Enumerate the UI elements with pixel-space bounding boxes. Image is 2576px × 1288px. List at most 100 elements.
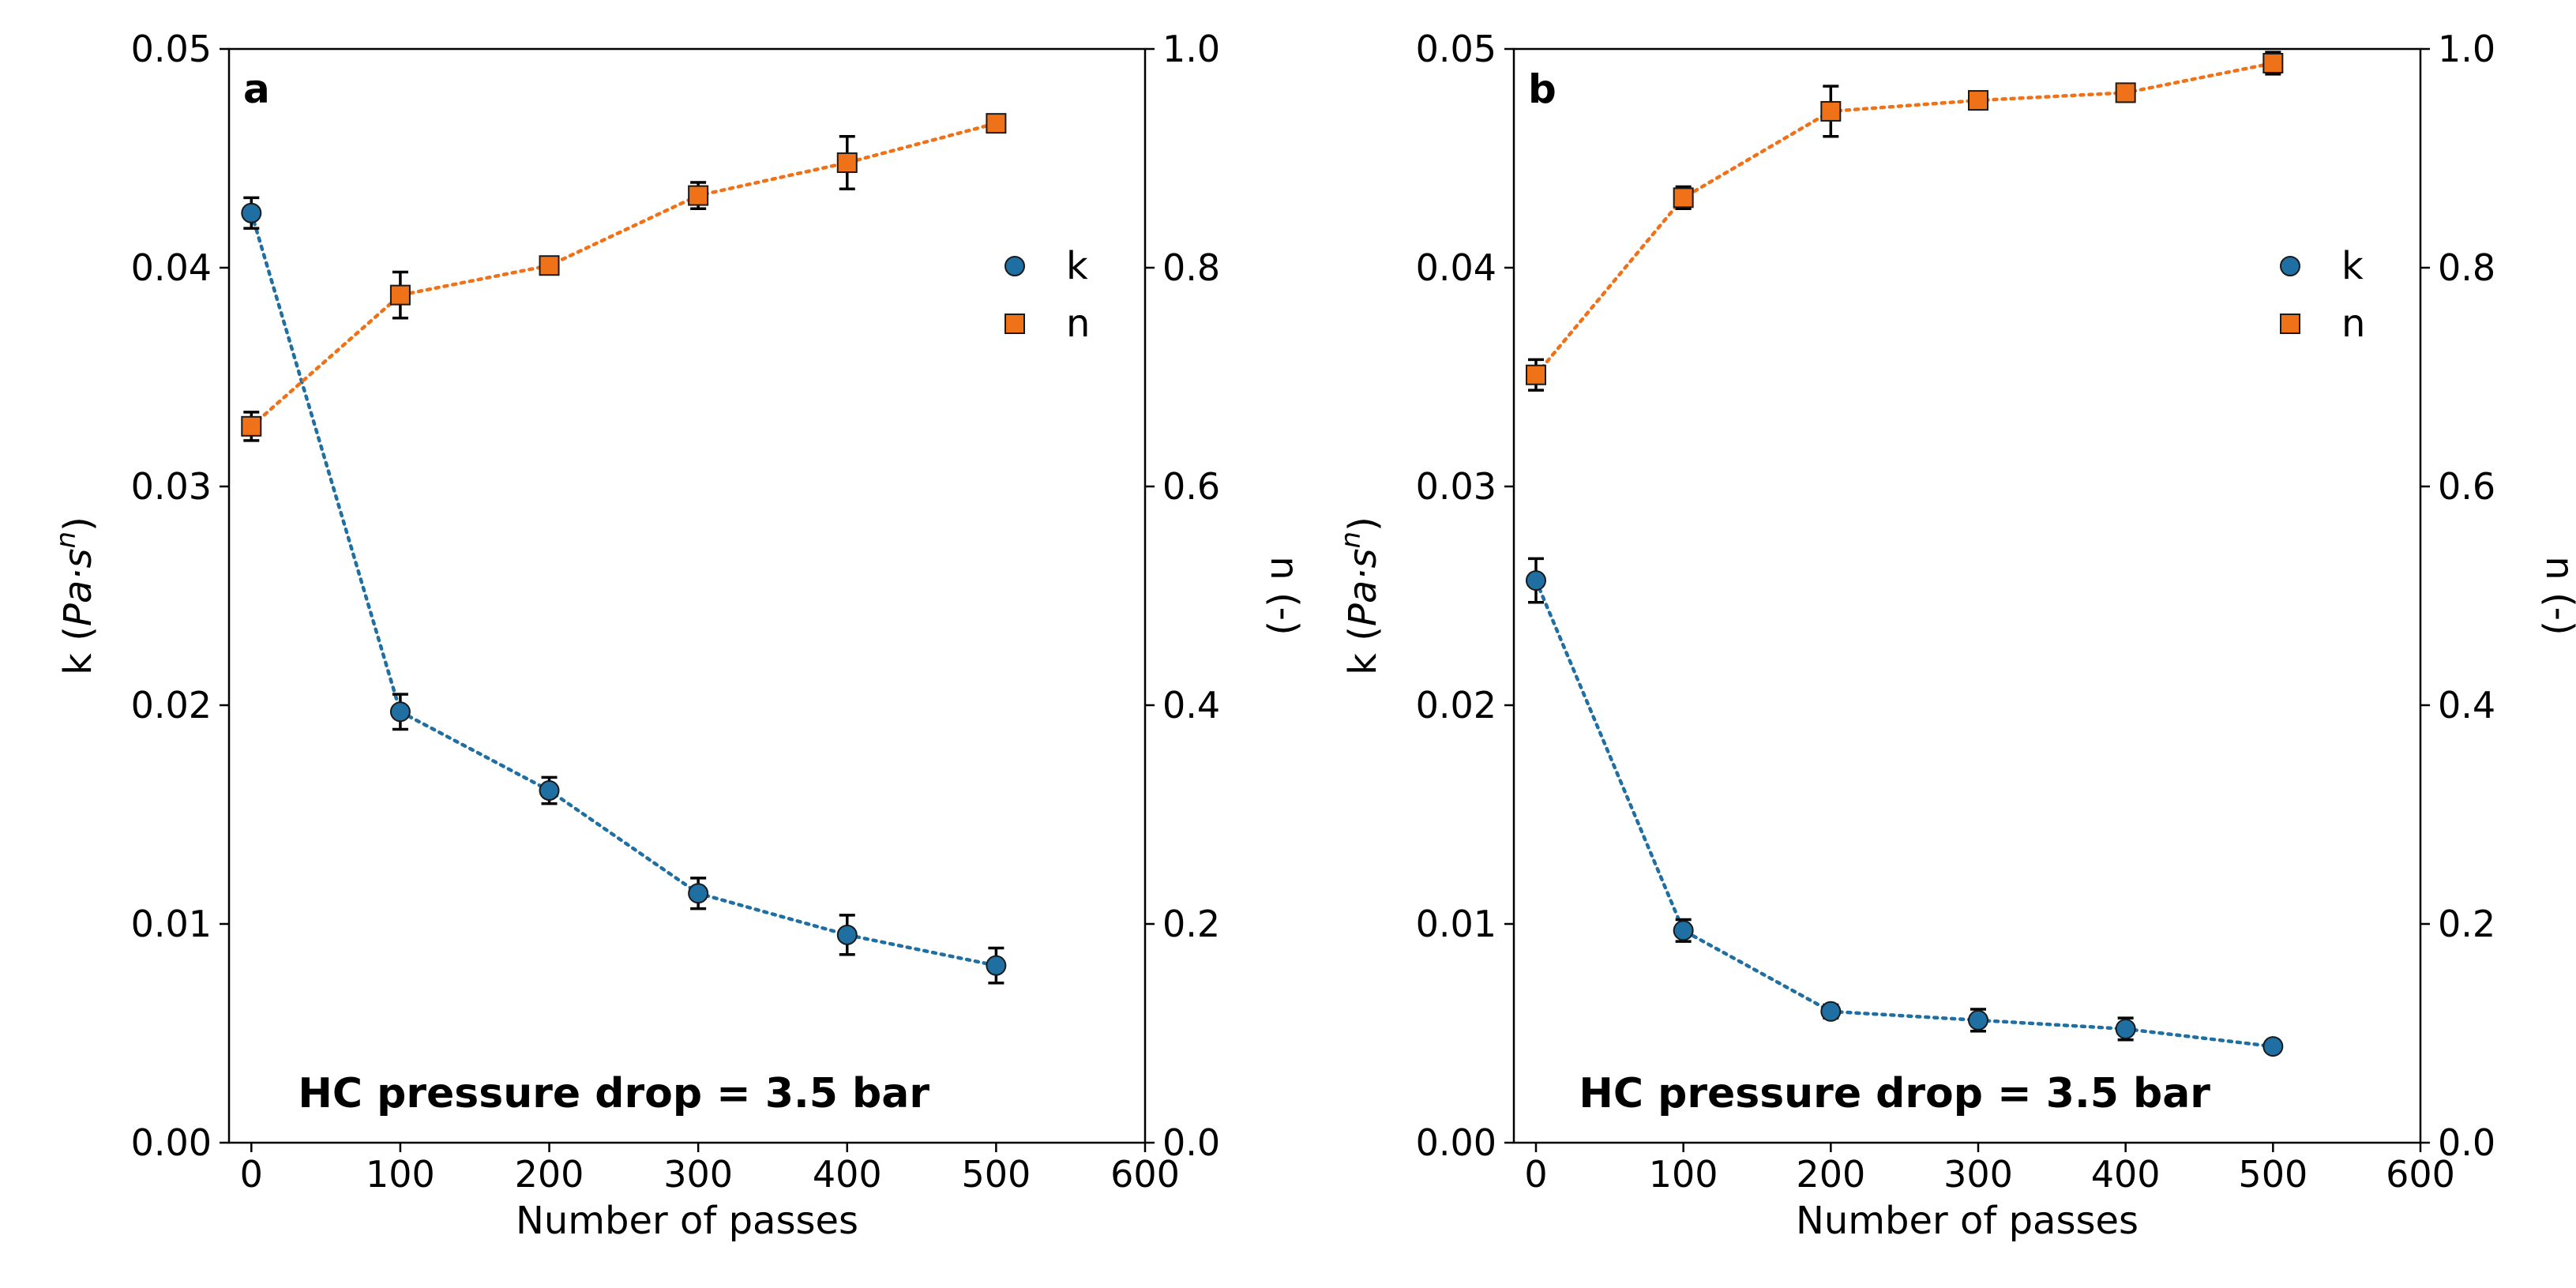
x-tick-label: 600	[1110, 1153, 1180, 1196]
y2-tick-label: 0.6	[1162, 465, 1220, 508]
y-axis-label: k (Pa·sn)	[1335, 516, 1385, 675]
data-point-k	[1820, 1001, 1842, 1022]
y2-tick-label: 0.8	[2438, 246, 2495, 289]
data-point-n	[2115, 82, 2136, 103]
y-axis-label: k (Pa·sn)	[51, 516, 100, 675]
plot-frame	[1512, 47, 2422, 1144]
data-point-k	[2262, 1036, 2284, 1057]
legend-marker-n	[2280, 314, 2300, 334]
panel-label: a	[243, 66, 270, 112]
y2-tick-label: 0.4	[1162, 684, 1220, 727]
data-point-k	[1526, 570, 1546, 591]
data-point-k	[986, 955, 1007, 976]
series-line-k	[250, 211, 998, 967]
y-axis-label-suffix: )	[56, 516, 100, 531]
x-tick-label: 200	[515, 1153, 584, 1196]
legend-marker-n	[1004, 314, 1025, 334]
y2-tick-label: 0.8	[1162, 246, 1220, 289]
data-point-k	[1968, 1009, 1988, 1031]
plot-frame	[227, 47, 1147, 1144]
annotation: HC pressure drop = 3.5 bar	[298, 1070, 929, 1117]
y-tick-label: 0.03	[1416, 465, 1496, 508]
data-point-n	[2262, 53, 2284, 74]
y-tick-label: 0.00	[131, 1121, 212, 1164]
data-point-k	[389, 701, 411, 723]
y2-axis-label: n (-)	[2537, 556, 2576, 635]
data-point-n	[1820, 100, 1842, 122]
data-point-n	[836, 152, 858, 174]
data-point-k	[241, 202, 262, 223]
y-axis-label-prefix: k (	[1341, 626, 1385, 675]
x-axis-label: Number of passes	[1796, 1199, 2139, 1243]
series-k	[1526, 557, 2284, 1057]
x-axis-label: Number of passes	[516, 1199, 858, 1243]
x-tick-label: 300	[1943, 1153, 2013, 1196]
series-n	[241, 113, 1007, 442]
data-point-k	[1673, 920, 1694, 941]
y-tick-label: 0.04	[1416, 246, 1496, 289]
legend-label-n: n	[1066, 302, 1090, 346]
legend: kn	[2280, 244, 2365, 346]
chart-panel-b: 0 100 200 300 400 500 600 0.00 0.01 0.02 0.03 0.04 0…	[1335, 28, 2576, 1243]
y-axis-label-superscript: n	[1335, 531, 1367, 549]
legend-label-n: n	[2341, 302, 2365, 346]
x-tick-label: 400	[2091, 1153, 2161, 1196]
x-tick-label: 500	[961, 1153, 1031, 1196]
y2-tick-label: 0.6	[2438, 465, 2495, 508]
y2-axis-label: n (-)	[1262, 556, 1306, 635]
series-line-n	[1534, 61, 2275, 377]
y2-tick-label: 0.2	[2438, 903, 2495, 945]
data-point-n	[539, 255, 560, 276]
y-tick-label: 0.05	[1416, 28, 1496, 70]
legend: kn	[1004, 244, 1090, 346]
series-k	[241, 196, 1007, 985]
data-point-k	[2115, 1018, 2136, 1039]
y2-tick-label: 1.0	[1162, 28, 1220, 70]
y-tick-label: 0.02	[131, 684, 212, 727]
y-axis-label-suffix: )	[1341, 516, 1385, 531]
y-tick-label: 0.01	[1416, 903, 1496, 945]
x-tick-label: 500	[2238, 1153, 2308, 1196]
data-point-n	[241, 415, 262, 437]
data-point-n	[1526, 364, 1546, 385]
annotation: HC pressure drop = 3.5 bar	[1579, 1070, 2210, 1117]
x-tick-label: 400	[813, 1153, 882, 1196]
y-tick-label: 0.00	[1416, 1121, 1496, 1164]
legend-marker-k	[1004, 256, 1025, 276]
series-line-n	[250, 121, 998, 429]
y-tick-label: 0.05	[131, 28, 212, 70]
y-axis-label-superscript: n	[51, 531, 82, 549]
x-tick-label: 300	[663, 1153, 733, 1196]
chart-panel-a: 0 100 200 300 400 500 600 0.00 0.01 0.02 0.03 0.04 0…	[51, 28, 1306, 1243]
data-point-n	[1968, 90, 1988, 111]
data-point-n	[688, 185, 709, 206]
y2-tick-label: 0.0	[1162, 1121, 1220, 1164]
data-point-k	[688, 883, 709, 904]
y2-tick-label: 0.2	[1162, 903, 1220, 945]
y-axis-label-unit: Pa·s	[56, 548, 100, 626]
data-point-k	[836, 924, 858, 945]
y-tick-label: 0.03	[131, 465, 212, 508]
series-n	[1526, 51, 2284, 392]
data-point-n	[986, 113, 1007, 134]
y2-tick-label: 0.0	[2438, 1121, 2495, 1164]
y-tick-label: 0.01	[131, 903, 212, 945]
series-line-k	[1534, 578, 2275, 1049]
x-tick-label: 200	[1796, 1153, 1865, 1196]
legend-marker-k	[2280, 256, 2300, 276]
y-tick-label: 0.04	[131, 246, 212, 289]
y-tick-label: 0.02	[1416, 684, 1496, 727]
y-axis-label-unit: Pa·s	[1341, 548, 1385, 626]
data-point-n	[389, 284, 411, 306]
y-axis-label-prefix: k (	[56, 626, 100, 675]
x-tick-label: 100	[366, 1153, 435, 1196]
data-point-k	[539, 780, 560, 802]
data-point-n	[1673, 187, 1694, 208]
y2-tick-label: 1.0	[2438, 28, 2495, 70]
x-tick-label: 600	[2386, 1153, 2455, 1196]
x-tick-label: 0	[240, 1153, 263, 1196]
y2-tick-label: 0.4	[2438, 684, 2495, 727]
legend-label-k: k	[2341, 244, 2364, 288]
legend-label-k: k	[1066, 244, 1088, 288]
